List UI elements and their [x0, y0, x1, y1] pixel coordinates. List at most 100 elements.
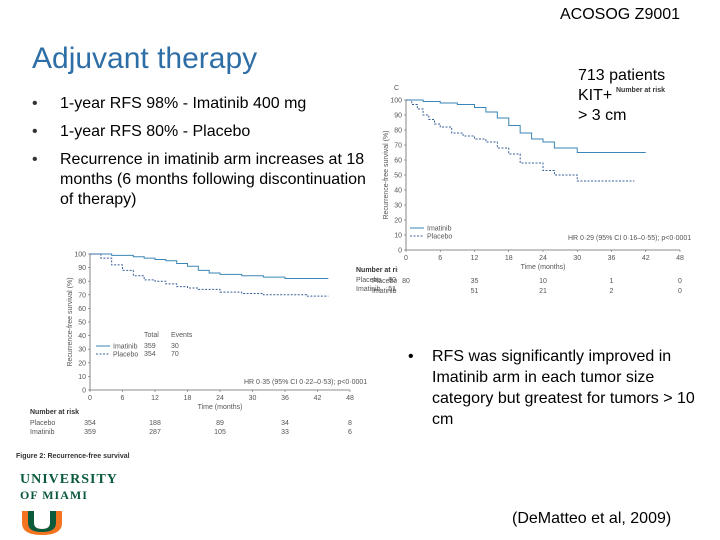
- x-tick-label: 0: [404, 255, 408, 262]
- x-tick-label: 42: [314, 395, 322, 402]
- bullet-item: 1-year RFS 80% - Placebo: [30, 122, 370, 142]
- risk-row-label: Placebo: [30, 420, 55, 427]
- series-line-imatinib: [90, 253, 329, 279]
- side-number-at-risk: Number at risk: [356, 267, 398, 274]
- risk-value: 188: [149, 420, 161, 427]
- risk-value: 1: [610, 278, 614, 285]
- y-tick-label: 10: [394, 233, 402, 240]
- x-tick-label: 36: [281, 395, 289, 402]
- y-tick-label: 70: [394, 143, 402, 150]
- university-logo: UNIVERSITY OF MIAMI: [20, 472, 130, 540]
- risk-row-label: Imatinib: [372, 288, 397, 295]
- side-risk-value: 80: [388, 277, 396, 284]
- risk-value: 21: [539, 288, 547, 295]
- bullet-item: 1-year RFS 98% - Imatinib 400 mg: [30, 94, 370, 114]
- x-axis-label: Time (months): [198, 404, 243, 411]
- risk-value: 2: [610, 288, 614, 295]
- legend-header-events: Events: [171, 332, 193, 339]
- x-tick-label: 18: [505, 255, 513, 262]
- number-at-risk-title: Number at risk: [616, 87, 665, 94]
- legend-label: Placebo: [427, 234, 452, 241]
- side-risk-value: 51: [388, 286, 396, 293]
- x-tick-label: 42: [642, 255, 650, 262]
- y-tick-label: 70: [78, 292, 86, 299]
- risk-row-label: Placebo: [372, 278, 397, 285]
- y-tick-label: 60: [78, 306, 86, 313]
- legend-events: 70: [171, 351, 179, 358]
- x-tick-label: 12: [471, 255, 479, 262]
- risk-value: 359: [84, 429, 96, 436]
- y-tick-label: 90: [78, 265, 86, 272]
- x-tick-label: 0: [88, 395, 92, 402]
- legend-header-total: Total: [144, 332, 159, 339]
- logo-line-2: OF MIAMI: [20, 488, 88, 502]
- risk-value: 34: [281, 420, 289, 427]
- y-tick-label: 80: [78, 279, 86, 286]
- hazard-ratio-annotation: HR 0·29 (95% CI 0·16–0·55); p<0·0001: [568, 235, 691, 242]
- x-tick-label: 24: [216, 395, 224, 402]
- x-tick-label: 6: [121, 395, 125, 402]
- legend-label: Placebo: [113, 352, 138, 359]
- risk-value: 89: [216, 420, 224, 427]
- y-tick-label: 30: [78, 347, 86, 354]
- risk-value: 287: [149, 429, 161, 436]
- series-line-placebo: [90, 253, 329, 297]
- y-tick-label: 80: [394, 128, 402, 135]
- slide-title: Adjuvant therapy: [32, 42, 258, 75]
- x-tick-label: 18: [184, 395, 192, 402]
- citation: (DeMatteo et al, 2009): [512, 510, 672, 527]
- number-at-risk-title: Number at risk: [30, 409, 79, 416]
- x-tick-label: 36: [608, 255, 616, 262]
- tumor-size: > 3 cm: [578, 107, 627, 124]
- y-tick-label: 50: [78, 320, 86, 327]
- patient-summary: 713 patients KIT+ > 3 cm: [578, 66, 665, 126]
- y-tick-label: 50: [394, 173, 402, 180]
- side-risk-label: Imatinib: [356, 286, 381, 293]
- bullet-item: Recurrence in imatinib arm increases at …: [30, 150, 370, 210]
- risk-value: 354: [84, 420, 96, 427]
- y-tick-label: 20: [78, 360, 86, 367]
- y-tick-label: 30: [394, 203, 402, 210]
- x-tick-label: 12: [151, 395, 159, 402]
- patient-count: 713 patients: [578, 67, 666, 84]
- risk-value: 0: [678, 288, 682, 295]
- risk-value: 80: [402, 278, 410, 285]
- x-tick-label: 30: [573, 255, 581, 262]
- legend-total: 354: [144, 351, 156, 358]
- y-tick-label: 0: [82, 388, 86, 395]
- x-tick-label: 48: [346, 395, 354, 402]
- y-tick-label: 100: [390, 98, 402, 105]
- bullet-list: 1-year RFS 98% - Imatinib 400 mg 1-year …: [30, 94, 370, 218]
- hazard-ratio-annotation: HR 0·35 (95% CI 0·22–0·53); p<0·0001: [244, 379, 367, 386]
- series-line-imatinib: [406, 99, 646, 153]
- risk-value: 8: [348, 420, 352, 427]
- legend-total: 359: [144, 343, 156, 350]
- y-tick-label: 60: [394, 158, 402, 165]
- risk-value: 35: [471, 278, 479, 285]
- legend-events: 30: [171, 343, 179, 350]
- panel-label: C: [394, 85, 399, 92]
- legend-label: Imatinib: [113, 344, 138, 351]
- risk-value: 51: [471, 288, 479, 295]
- kit-status: KIT+: [578, 87, 613, 104]
- x-tick-label: 48: [676, 255, 684, 262]
- risk-value: 0: [678, 278, 682, 285]
- study-label: ACOSOG Z9001: [560, 6, 681, 23]
- y-axis-label: Recurrence-free survival (%): [383, 130, 390, 219]
- risk-value: 6: [348, 429, 352, 436]
- bullet-item: RFS was significantly improved in Imatin…: [408, 346, 698, 430]
- y-tick-label: 40: [78, 333, 86, 340]
- x-axis-label: Time (months): [521, 264, 566, 271]
- figure-caption: Figure 2: Recurrence-free survival: [16, 453, 130, 460]
- y-tick-label: 0: [398, 248, 402, 255]
- risk-value: 10: [539, 278, 547, 285]
- side-risk-label: Placebo: [356, 277, 381, 284]
- logo-line-1: UNIVERSITY: [20, 472, 118, 487]
- y-axis-label: Recurrence-free survival (%): [67, 277, 74, 366]
- risk-value: 33: [281, 429, 289, 436]
- y-tick-label: 40: [394, 188, 402, 195]
- risk-row-label: Imatinib: [30, 429, 55, 436]
- y-tick-label: 90: [394, 113, 402, 120]
- u-mark-icon: [22, 511, 62, 535]
